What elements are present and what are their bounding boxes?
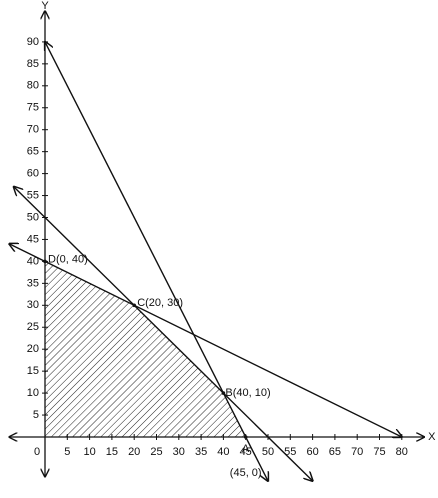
corner-point — [243, 435, 248, 439]
x-tick-label: 50 — [262, 446, 274, 458]
corner-point — [43, 259, 47, 264]
corner-point — [221, 391, 226, 395]
y-tick-label: 80 — [27, 80, 39, 92]
x-tick-label: 20 — [128, 446, 140, 458]
x-axis-label: X — [428, 431, 436, 443]
origin-label: 0 — [34, 446, 40, 458]
y-tick-label: 85 — [27, 58, 39, 70]
y-tick-label: 35 — [27, 277, 39, 289]
point-label: A — [242, 443, 250, 455]
y-tick-label: 60 — [27, 168, 39, 180]
y-tick-label: 75 — [27, 102, 39, 114]
point-label: B(40, 10) — [225, 387, 270, 399]
point-label: C(20, 30) — [137, 297, 183, 309]
x-tick-label: 65 — [329, 446, 341, 458]
constraint-line — [9, 244, 401, 437]
x-tick-label: 75 — [373, 446, 385, 458]
y-tick-label: 20 — [27, 343, 39, 355]
y-tick-label: 90 — [27, 36, 39, 48]
x-tick-label: 55 — [284, 446, 296, 458]
y-tick-label: 10 — [27, 387, 39, 399]
x-tick-label: 60 — [306, 446, 318, 458]
y-tick-label: 70 — [27, 124, 39, 136]
point-label: D(0, 40) — [48, 253, 88, 265]
x-tick-label: 35 — [195, 446, 207, 458]
y-tick-label: 55 — [27, 189, 39, 201]
y-tick-label: 45 — [27, 233, 39, 245]
x-tick-label: 80 — [396, 446, 408, 458]
x-tick-label: 70 — [351, 446, 363, 458]
y-tick-label: 25 — [27, 321, 39, 333]
y-tick-label: 5 — [33, 409, 39, 421]
x-tick-label: 15 — [106, 446, 118, 458]
y-tick-label: 65 — [27, 146, 39, 158]
x-tick-label: 10 — [83, 446, 95, 458]
feasible-region — [45, 261, 246, 437]
x-tick-label: 30 — [173, 446, 185, 458]
x-tick-label: 5 — [64, 446, 70, 458]
x-tick-label: 25 — [150, 446, 162, 458]
corner-point — [132, 303, 136, 308]
y-tick-label: 50 — [27, 211, 39, 223]
y-tick-label: 30 — [27, 299, 39, 311]
point-coords: (45, 0) — [230, 467, 262, 479]
y-axis-label: Y — [41, 0, 49, 12]
x-tick-label: 40 — [217, 446, 229, 458]
y-tick-label: 15 — [27, 365, 39, 377]
